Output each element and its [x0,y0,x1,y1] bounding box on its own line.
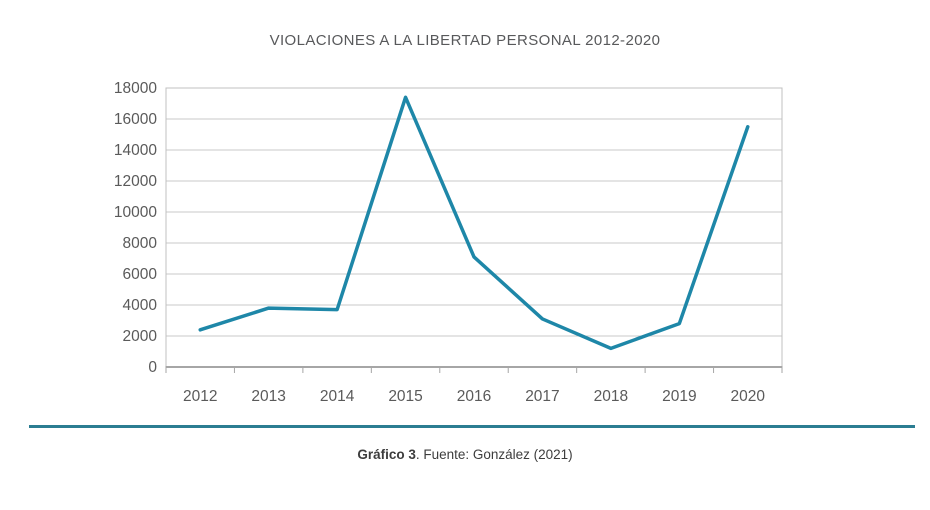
x-tick-label: 2020 [731,388,766,405]
y-tick-label: 10000 [114,204,157,221]
plot-border [165,87,783,368]
x-tick-label: 2019 [662,388,696,405]
y-tick-label: 8000 [123,235,158,252]
y-tick-label: 18000 [114,80,157,97]
y-tick-label: 16000 [114,111,157,128]
divider-line [29,425,915,428]
x-tick-label: 2013 [251,388,285,405]
y-tick-label: 12000 [114,173,157,190]
x-tick-label: 2015 [388,388,422,405]
x-tick-label: 2016 [457,388,491,405]
x-tick-label: 2014 [320,388,355,405]
y-tick-label: 2000 [123,328,158,345]
caption-label: Gráfico 3 [357,447,416,462]
x-tick-label: 2017 [525,388,559,405]
caption-source: . Fuente: González (2021) [415,447,573,462]
figure-caption: Gráfico 3. Fuente: González (2021) [0,447,930,462]
y-tick-label: 4000 [123,297,158,314]
y-tick-label: 0 [148,359,157,376]
chart-title: VIOLACIONES A LA LIBERTAD PERSONAL 2012-… [269,32,661,49]
x-tick-label: 2012 [183,388,217,405]
data-series-line [198,95,750,351]
y-tick-label: 14000 [114,142,157,159]
x-tick-label: 2018 [594,388,628,405]
y-tick-label: 6000 [123,266,158,283]
line-chart: 0 2000 4000 6000 8000 10000 12000 14000 16000 180… [114,80,783,405]
